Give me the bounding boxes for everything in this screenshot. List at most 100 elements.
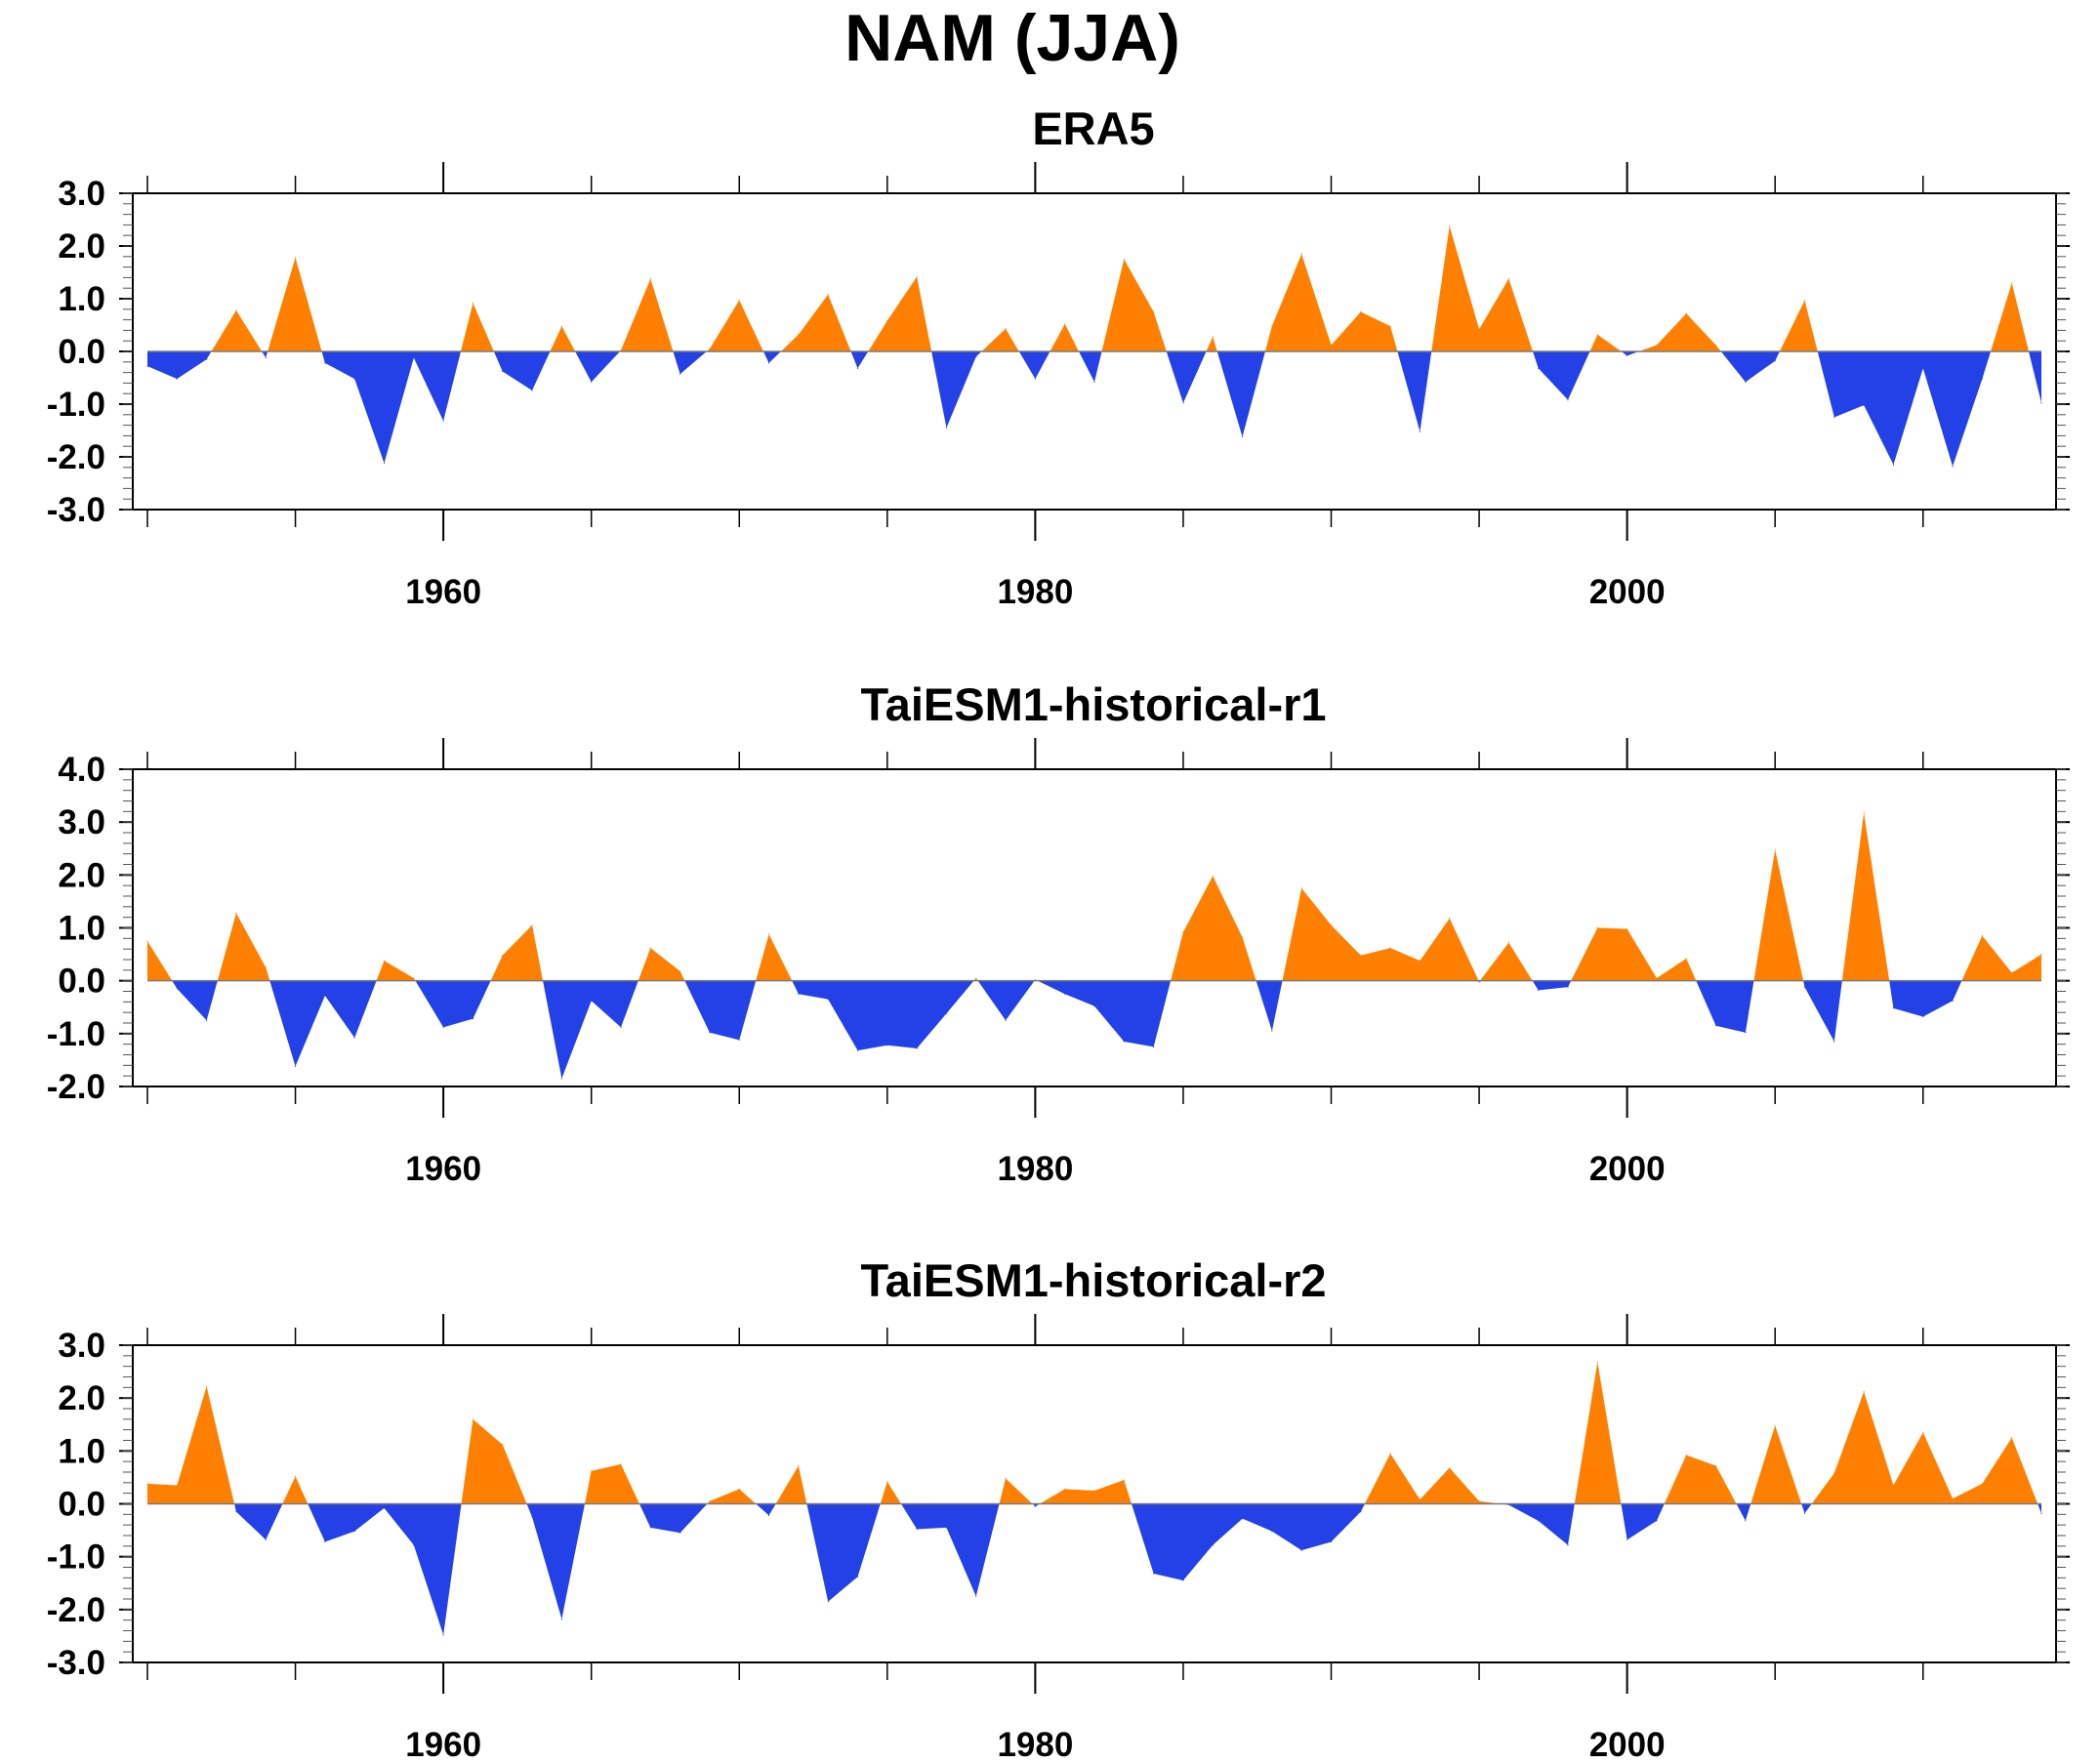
data-point <box>649 947 651 949</box>
data-point <box>1507 942 1509 944</box>
data-point <box>916 1047 918 1049</box>
data-point <box>975 1595 977 1597</box>
data-point <box>1182 931 1184 933</box>
area-fills <box>147 1362 2041 1635</box>
data-point <box>591 381 593 383</box>
data-point <box>1093 1490 1095 1492</box>
data-point <box>1803 1512 1806 1514</box>
data-point <box>2011 1437 2013 1439</box>
data-point <box>1922 1015 1924 1018</box>
data-point <box>1538 989 1540 992</box>
data-point <box>738 300 740 302</box>
data-point <box>1093 1005 1095 1007</box>
data-point <box>591 1000 593 1002</box>
data-point <box>1300 887 1302 889</box>
y-tick-label: 2.0 <box>58 1379 105 1417</box>
data-point <box>1330 344 1333 347</box>
data-point <box>620 1463 622 1465</box>
data-point <box>442 420 444 422</box>
y-tick-label: -2.0 <box>47 1591 105 1629</box>
data-point <box>502 370 504 373</box>
data-point <box>235 912 237 914</box>
data-point <box>472 302 474 304</box>
panel-era5: ERA5 -3.0 -2.0 -1.0 0.0 1.0 2.0 3.0 1960 1980 200… <box>47 102 2070 611</box>
data-point <box>353 1037 355 1039</box>
data-point <box>620 1026 622 1028</box>
y-tick-label: 2.0 <box>58 227 105 266</box>
data-point <box>1153 1046 1155 1047</box>
data-points <box>146 811 2042 1080</box>
y-axis: -2.0 -1.0 0.0 1.0 2.0 3.0 4.0 <box>47 751 2070 1106</box>
data-point <box>206 1019 208 1021</box>
data-point <box>767 362 770 364</box>
data-point <box>176 1484 178 1487</box>
data-point <box>1123 258 1125 261</box>
data-point <box>1093 381 1095 383</box>
y-tick-label: 4.0 <box>58 751 105 789</box>
data-point <box>1478 328 1480 330</box>
data-point <box>1981 935 1983 937</box>
data-point <box>1863 404 1865 406</box>
data-point <box>856 367 859 369</box>
data-point <box>1626 927 1628 930</box>
data-point <box>1745 1520 1747 1522</box>
data-point <box>916 1528 918 1531</box>
data-point <box>945 1012 948 1014</box>
data-point <box>1774 1424 1776 1426</box>
data-point <box>591 1470 593 1472</box>
x-axis: 1960 1980 2000 <box>146 162 1924 611</box>
data-point <box>502 955 504 957</box>
positive-area <box>211 226 2029 351</box>
data-point <box>1803 986 1806 988</box>
data-point <box>324 362 326 364</box>
data-point <box>1389 947 1391 949</box>
data-point <box>679 1532 681 1534</box>
data-point <box>709 348 711 349</box>
data-point <box>1833 1041 1835 1043</box>
data-point <box>1360 1511 1362 1513</box>
data-point <box>2011 282 2013 284</box>
data-point <box>1685 312 1687 314</box>
positive-area <box>147 812 2041 981</box>
data-point <box>1981 1483 1983 1485</box>
data-point <box>1478 981 1480 983</box>
data-point <box>1389 325 1391 327</box>
data-point <box>1567 399 1569 401</box>
y-tick-label: 1.0 <box>58 910 105 948</box>
y-tick-label: -1.0 <box>47 386 105 424</box>
data-point <box>1449 1467 1451 1469</box>
data-point <box>1774 360 1776 362</box>
data-point <box>1241 936 1244 938</box>
data-point <box>294 1475 297 1477</box>
x-tick-label: 1980 <box>997 573 1073 611</box>
data-point <box>1685 1455 1687 1456</box>
data-point <box>413 977 415 979</box>
data-point <box>1034 978 1036 981</box>
data-point <box>1389 1453 1391 1455</box>
data-point <box>265 356 267 359</box>
y-tick-label: -2.0 <box>47 438 105 476</box>
data-point <box>679 970 681 972</box>
data-point <box>324 995 326 997</box>
data-point <box>324 1540 326 1543</box>
data-point <box>975 355 977 357</box>
data-point <box>383 462 386 465</box>
data-point <box>1271 1030 1273 1032</box>
data-point <box>1952 1497 1954 1499</box>
data-point <box>1182 402 1184 404</box>
data-point <box>1892 464 1895 466</box>
y-tick-label: -1.0 <box>47 1015 105 1053</box>
data-point <box>146 1483 148 1485</box>
y-tick-label: 3.0 <box>58 1327 105 1365</box>
data-point <box>856 1049 859 1051</box>
negative-area <box>147 351 2041 467</box>
data-point <box>235 1511 237 1513</box>
data-point <box>560 1618 562 1620</box>
data-point <box>413 356 415 359</box>
data-point <box>649 277 651 280</box>
data-point <box>1892 1007 1895 1009</box>
panel-title: ERA5 <box>1032 102 1154 154</box>
negative-area <box>172 980 1962 1079</box>
data-point <box>2040 1512 2042 1514</box>
